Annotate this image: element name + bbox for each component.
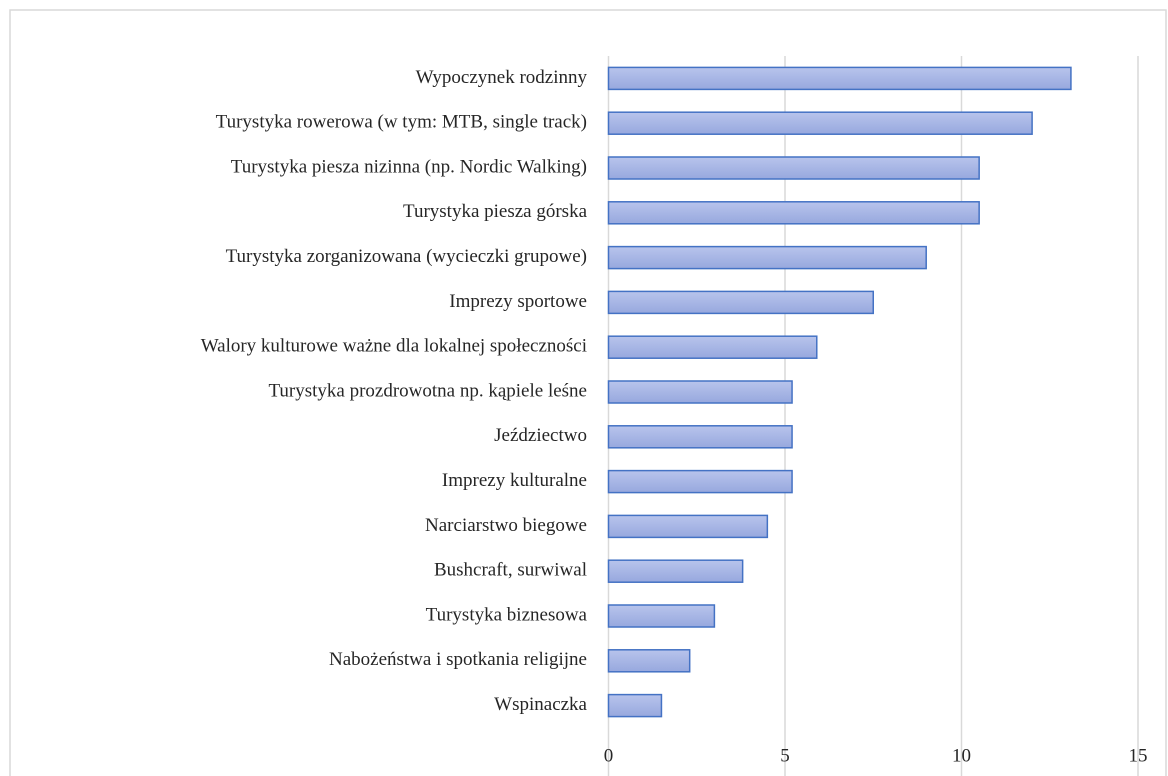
x-tick-label: 0 <box>604 745 614 766</box>
y-tick-label: Turystyka rowerowa (w tym: MTB, single t… <box>216 112 587 133</box>
bar <box>607 469 793 494</box>
y-tick-label: Bushcraft, surwiwal <box>434 560 587 581</box>
chart-frame <box>9 9 1167 776</box>
bar <box>607 156 980 180</box>
bar <box>607 559 744 583</box>
y-tick-label: Wspinaczka <box>494 694 587 715</box>
bar <box>607 245 927 270</box>
x-tick-label: 15 <box>1129 745 1148 766</box>
y-tick-label: Nabożeństwa i spotkania religijne <box>329 649 587 670</box>
y-tick-label: Wypoczynek rodzinny <box>416 67 588 88</box>
bar <box>607 514 769 539</box>
x-tick-label: 5 <box>780 745 790 766</box>
y-tick-label: Turystyka prozdrowotna np. kąpiele leśne <box>268 380 587 401</box>
y-tick-label: Jeździectwo <box>494 425 587 446</box>
bar <box>607 693 663 718</box>
y-tick-label: Narciarstwo biegowe <box>425 515 587 536</box>
bar <box>607 335 818 359</box>
y-tick-label: Imprezy sportowe <box>449 291 587 312</box>
bar <box>607 380 793 404</box>
bar <box>607 66 1072 91</box>
y-tick-label: Turystyka zorganizowana (wycieczki grupo… <box>226 246 587 267</box>
y-tick-label: Turystyka piesza nizinna (np. Nordic Wal… <box>231 156 587 177</box>
y-tick-label: Walory kulturowe ważne dla lokalnej społ… <box>201 336 587 357</box>
y-tick-label: Turystyka piesza górska <box>403 201 588 222</box>
bar <box>607 425 793 449</box>
bar <box>607 201 980 225</box>
bar <box>607 649 691 673</box>
bar <box>607 111 1033 135</box>
y-tick-label: Turystyka biznesowa <box>426 604 588 625</box>
bar <box>607 604 716 628</box>
y-tick-label: Imprezy kulturalne <box>442 470 587 491</box>
bar <box>607 290 874 315</box>
x-tick-label: 10 <box>952 745 971 766</box>
